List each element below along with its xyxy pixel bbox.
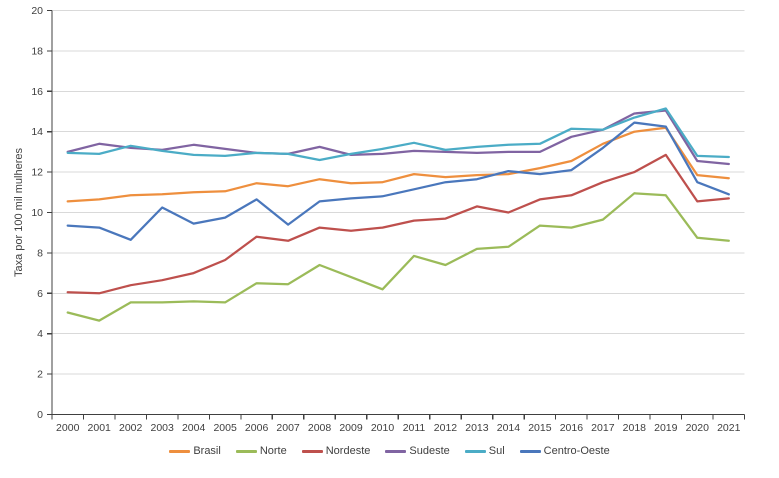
x-tick-label: 2008 — [308, 422, 332, 434]
legend-label: Brasil — [193, 445, 221, 457]
x-tick-label: 2004 — [182, 422, 206, 434]
y-tick-label: 10 — [31, 207, 43, 219]
x-tick-label: 2005 — [213, 422, 237, 434]
x-tick-label: 2012 — [434, 422, 458, 434]
legend-item-sudeste: Sudeste — [385, 445, 450, 457]
legend-label: Sudeste — [409, 445, 450, 457]
x-tick-label: 2002 — [119, 422, 143, 434]
series-line-norte — [66, 192, 730, 322]
series-line-sudeste — [66, 109, 730, 166]
legend-item-sul: Sul — [464, 445, 505, 457]
y-tick-label: 14 — [31, 126, 43, 138]
y-tick-label: 0 — [37, 409, 43, 421]
legend-item-brasil: Brasil — [169, 446, 221, 457]
y-tick-label: 20 — [31, 5, 43, 17]
x-tick-label: 2020 — [686, 422, 710, 434]
x-tick-label: 2021 — [717, 422, 741, 434]
x-tick-label: 2017 — [591, 422, 615, 434]
legend-marker-nordeste — [301, 450, 323, 453]
series-line-brasil — [66, 126, 730, 203]
legend-label: Centro-Oeste — [543, 445, 610, 457]
y-tick-label: 4 — [37, 328, 43, 340]
x-tick-label: 2019 — [654, 422, 678, 434]
legend-marker-centro-oeste — [519, 450, 541, 453]
series-line-nordeste — [66, 153, 730, 295]
y-tick-label: 12 — [31, 167, 43, 179]
x-tick-label: 2011 — [403, 422, 426, 434]
y-tick-label: 6 — [37, 288, 43, 300]
gridlines — [52, 10, 745, 375]
y-tick-label: 8 — [37, 247, 43, 259]
x-tick-label: 2009 — [339, 422, 363, 434]
x-tick-label: 2001 — [88, 422, 112, 434]
series-line-centro-oeste — [66, 121, 730, 241]
x-tick-label: 2014 — [497, 422, 521, 434]
tick-labels: 0 2 4 6 8 10 12 14 16 18 20 2000 2001 2002 2003 2004 200… — [31, 5, 740, 434]
legend-marker-norte — [235, 450, 257, 453]
legend-marker-brasil — [169, 450, 191, 453]
x-tick-label: 2007 — [276, 422, 300, 434]
y-tick-label: 16 — [31, 86, 43, 98]
legend-item-centro-oeste: Centro-Oeste — [519, 445, 610, 457]
legend-label: Norte — [259, 445, 287, 457]
x-tick-label: 2013 — [465, 422, 489, 434]
legend: Brasil Norte Nordeste Sudeste Sul Centro-Oest… — [0, 446, 779, 457]
legend-item-norte: Norte — [235, 445, 287, 457]
x-tick-label: 2010 — [371, 422, 395, 434]
x-tick-label: 2015 — [528, 422, 552, 434]
y-axis-title: Taxa por 100 mil mulheres — [13, 148, 25, 278]
y-tick-label: 18 — [31, 45, 43, 57]
legend-label: Nordeste — [325, 445, 371, 457]
legend-marker-sudeste — [385, 450, 407, 453]
x-tick-label: 2006 — [245, 422, 269, 434]
legend-item-nordeste: Nordeste — [301, 445, 371, 457]
axes — [47, 9, 746, 420]
x-tick-label: 2003 — [150, 422, 174, 434]
y-tick-label: 2 — [37, 369, 43, 381]
x-tick-label: 2000 — [56, 422, 80, 434]
legend-marker-sul — [464, 450, 486, 453]
x-tick-label: 2018 — [623, 422, 647, 434]
x-tick-label: 2016 — [560, 422, 584, 434]
legend-label: Sul — [488, 445, 505, 457]
series-line-sul — [66, 107, 730, 162]
